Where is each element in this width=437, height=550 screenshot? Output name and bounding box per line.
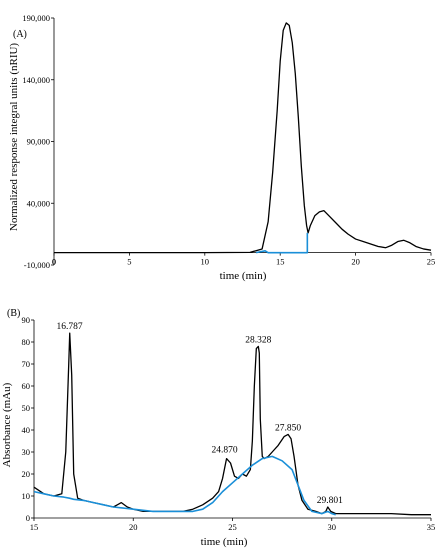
- panel-b-y-tick-label: 0: [26, 513, 30, 523]
- panel-b-baseline-line: [33, 455, 336, 516]
- panel-a-axes: -10,000 40,000 90,000 140,000 190,000 0 5 10 15 2…: [22, 13, 435, 270]
- panel-b-y-tick-label: 30: [22, 447, 31, 457]
- panel-b-y-tick-label: 70: [22, 359, 31, 369]
- peak-label: 16.787: [56, 322, 82, 332]
- peak-label: 24.870: [211, 445, 237, 455]
- panel-a-x-tick-label: 10: [201, 257, 210, 267]
- peak-label: 27.850: [275, 423, 301, 433]
- panel-a-x-tick-label: 0: [52, 257, 56, 267]
- peak-label: 28.328: [245, 335, 271, 345]
- panel-a-y-tick-label: 90,000: [27, 137, 50, 147]
- panel-a-signal-line: [54, 22, 432, 254]
- panel-a-xlabel: time (min): [220, 270, 267, 282]
- panel-b: (B) Absorbance (mAu) time (min) 0 10 20 30 4…: [1, 308, 435, 548]
- panel-a-series: [54, 22, 432, 254]
- panel-b-y-tick-label: 40: [22, 425, 31, 435]
- panel-b-x-tick-label: 30: [328, 522, 337, 532]
- panel-b-y-tick-label: 20: [22, 469, 31, 479]
- peak-label: 29.801: [317, 496, 343, 506]
- panel-b-series: [33, 332, 431, 516]
- panel-b-x-tick-label: 20: [129, 522, 138, 532]
- panel-b-y-tick-label: 10: [22, 491, 31, 501]
- panel-a-baseline-line: [255, 232, 309, 254]
- panel-a-x-tick-label: 15: [276, 257, 285, 267]
- panel-b-label: (B): [7, 308, 20, 319]
- panel-a-y-tick-label: 40,000: [27, 198, 50, 208]
- panel-a-x-tick-label: 20: [351, 257, 360, 267]
- panel-a-label: (A): [13, 29, 27, 40]
- panel-a-y-tick-label: 140,000: [22, 75, 50, 85]
- panel-a-y-tick-label: 190,000: [22, 13, 50, 23]
- panel-b-x-tick-label: 35: [427, 522, 436, 532]
- panel-b-y-tick-label: 50: [22, 403, 31, 413]
- panel-b-ylabel: Absorbance (mAu): [1, 382, 13, 467]
- panel-b-y-tick-label: 60: [22, 381, 31, 391]
- panel-a-y-tick-label: -10,000: [24, 260, 50, 270]
- panel-a-x-tick-label: 25: [427, 257, 436, 267]
- panel-a-ylabel: Normalized response integral units (nRIU…: [8, 43, 20, 232]
- panel-a-x-tick-label: 5: [127, 257, 131, 267]
- panel-b-y-tick-label: 90: [22, 315, 31, 325]
- panel-b-y-tick-label: 80: [22, 337, 31, 347]
- panel-b-signal-line: [33, 332, 431, 516]
- panel-a: (A) Normalized response integral units (…: [8, 13, 435, 282]
- panel-b-xlabel: time (min): [201, 536, 248, 548]
- panel-b-x-tick-label: 15: [30, 522, 39, 532]
- panel-b-peak-labels: 16.787 24.870 28.328 27.850 29.801: [56, 322, 343, 506]
- panel-b-axes: 0 10 20 30 40 50 60 70 80 90 15 20 25 30 35: [22, 315, 436, 532]
- panel-b-x-tick-label: 25: [228, 522, 237, 532]
